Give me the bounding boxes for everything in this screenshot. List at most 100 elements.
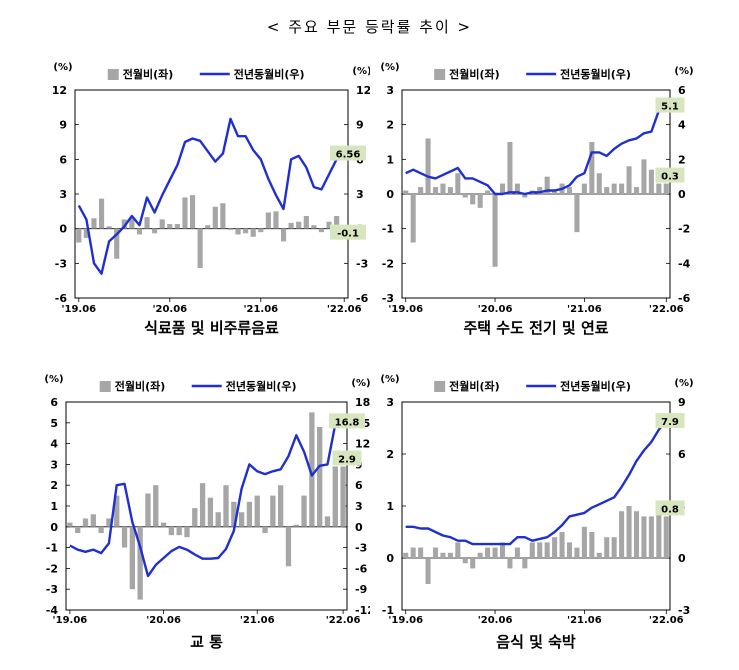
x-tick-label: '22.06: [649, 304, 684, 315]
x-tick-label: '19.06: [61, 304, 96, 315]
bar: [440, 552, 446, 558]
bar: [215, 512, 221, 527]
bar: [288, 222, 294, 229]
left-tick-label: -1: [382, 604, 394, 617]
legend-bar-label: 전월비(좌): [123, 67, 174, 81]
bar: [136, 228, 143, 235]
bar: [168, 526, 175, 536]
right-tick-label: -2: [678, 223, 690, 236]
bar-end-label: -0.1: [330, 224, 366, 240]
right-unit-label: (%): [352, 66, 370, 77]
left-tick-label: 3: [59, 188, 67, 201]
bar: [270, 495, 276, 527]
legend-bar-label: 전월비(좌): [115, 379, 166, 393]
line-series: [69, 420, 344, 578]
page-title: < 주요 부문 등락률 추이 >: [266, 18, 473, 36]
bar: [432, 547, 439, 558]
line-end-label: 16.8: [329, 413, 365, 429]
bar: [626, 506, 632, 558]
bar: [485, 547, 491, 558]
bar: [403, 552, 409, 558]
right-tick-label: 6: [678, 84, 686, 97]
right-tick-label: 4: [678, 119, 686, 132]
bar: [574, 194, 580, 233]
line-end-label-text: 5.1: [661, 102, 679, 113]
x-tick-label: '20.06: [152, 304, 187, 315]
bar-end-label-bg: [655, 500, 685, 516]
chart-transport: -4-3-2-10123456-12-9-6-30369121518'19.06…: [44, 374, 370, 651]
left-tick-label: 6: [50, 396, 58, 409]
x-tick-label: '19.06: [53, 615, 88, 626]
bar: [332, 466, 338, 527]
bar: [425, 558, 431, 584]
right-tick-label: 3: [356, 188, 364, 201]
left-tick-label: 1: [386, 153, 394, 166]
bar: [301, 495, 307, 527]
left-tick-label: 4: [50, 438, 58, 451]
bar: [581, 526, 587, 558]
bar: [663, 183, 669, 194]
line-end-label-bg: [655, 413, 685, 429]
bar: [106, 226, 112, 229]
bar: [641, 159, 647, 194]
bar: [231, 501, 237, 527]
left-unit-label: (%): [44, 374, 63, 385]
left-tick-label: 1: [386, 500, 394, 513]
bar: [648, 169, 654, 194]
bar: [227, 228, 234, 230]
line-end-label-bg: [330, 145, 366, 161]
bar: [238, 512, 245, 527]
right-tick-label: 9: [356, 119, 364, 132]
bar: [91, 218, 97, 229]
bar: [514, 547, 520, 558]
chart-housing-utilities: -3 -2 -1 0 1 2 3 -6 -4 -2 0 2 4 6 '19.06 '20.06 '21.06 '2…: [380, 62, 693, 337]
bar-end-label-bg: [332, 450, 362, 466]
bar: [455, 542, 461, 558]
line-end-label-text: 6.56: [336, 150, 361, 161]
left-tick-label: 5: [50, 417, 58, 430]
bar: [153, 485, 159, 527]
bar-end-label-bg: [655, 167, 685, 183]
bar: [410, 547, 416, 558]
right-tick-label: 0: [678, 552, 686, 565]
bar: [144, 217, 150, 229]
right-tick-label: 3: [355, 500, 363, 513]
x-tick-label: '21.06: [567, 304, 602, 315]
bar: [477, 194, 483, 208]
right-tick-label: 6: [355, 479, 363, 492]
bar: [296, 221, 302, 229]
bar: [273, 211, 279, 229]
bar: [619, 183, 625, 194]
line-end-label-text: 7.9: [661, 417, 679, 428]
chart-food-beverages: -6-3036912-6-3036912'19.06'20.06'21.06'2…: [52, 62, 370, 337]
left-tick-label: 0: [50, 521, 58, 534]
bar: [184, 526, 190, 538]
bar: [129, 217, 135, 229]
bar: [324, 516, 331, 527]
left-tick-label: 1: [50, 500, 58, 513]
x-tick-label: '19.06: [388, 304, 423, 315]
left-unit-label: (%): [53, 62, 72, 73]
right-tick-label: -6: [678, 292, 691, 305]
right-tick-label: 2: [678, 153, 686, 166]
bar: [90, 514, 96, 527]
bar: [311, 225, 317, 229]
bar: [566, 187, 573, 194]
line-series: [405, 420, 668, 546]
left-tick-label: 0: [59, 223, 67, 236]
left-tick-label: 12: [52, 84, 67, 97]
bar: [137, 526, 143, 600]
bar: [626, 166, 632, 194]
bar: [492, 547, 498, 558]
bar: [581, 183, 587, 194]
bar: [205, 225, 211, 229]
bar: [160, 522, 167, 527]
bar: [425, 138, 431, 194]
bar: [246, 501, 253, 527]
bar: [258, 228, 264, 233]
bar: [522, 194, 528, 198]
bar: [121, 219, 127, 229]
legend-bar-swatch: [107, 69, 119, 80]
bar-end-label: 0.8: [655, 500, 685, 516]
right-tick-label: -3: [678, 604, 690, 617]
